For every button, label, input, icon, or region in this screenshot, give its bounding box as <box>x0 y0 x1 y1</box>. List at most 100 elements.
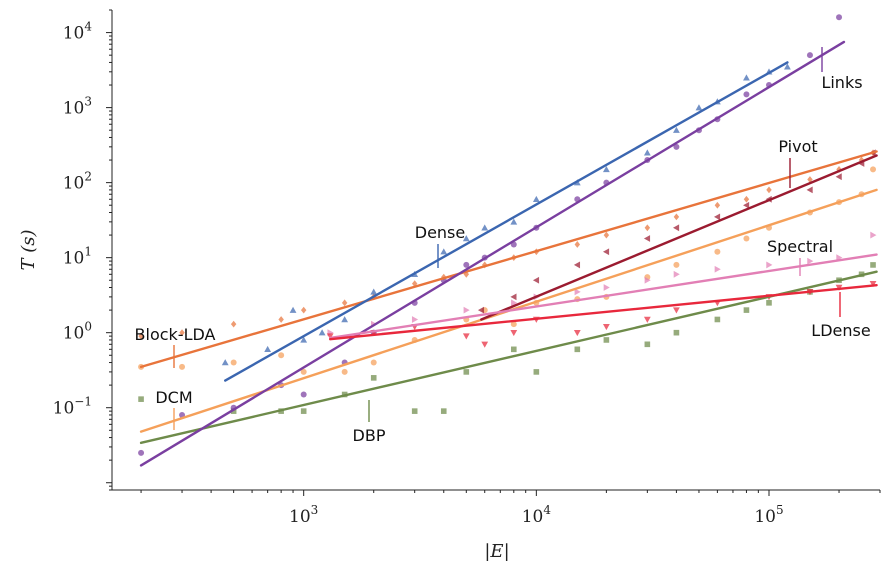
links-point <box>463 261 470 268</box>
x-tick-label: 103 <box>289 503 318 527</box>
dbp-point <box>463 369 470 375</box>
x-tick-base: 10 <box>289 507 311 527</box>
y-tick-base: 10 <box>53 399 75 419</box>
pivot-point <box>573 261 581 269</box>
x-tick-base: 10 <box>754 507 776 527</box>
dcm-point <box>370 359 377 366</box>
block-lda-point <box>278 316 284 323</box>
dbp-fit-line <box>139 270 878 445</box>
pivot-point <box>643 235 651 242</box>
y-tick-base: 10 <box>63 324 85 344</box>
pivot-point <box>713 213 721 221</box>
series-labels: Links Pivot Dense Spectral Block-LDA LDense DC… <box>135 47 871 445</box>
spectral-label: Spectral <box>767 237 833 256</box>
pivot-point <box>806 186 813 194</box>
links-label: Links <box>821 73 862 92</box>
dcm-point <box>714 248 721 255</box>
spectral-fit-line <box>328 253 878 340</box>
x-axis-label: |E| <box>484 541 509 562</box>
block-lda-point <box>673 213 680 221</box>
y-tick-label: 102 <box>63 170 92 194</box>
dcm-point <box>673 261 680 268</box>
dbp-point <box>440 408 447 414</box>
block-lda-point <box>230 320 237 328</box>
pivot-point <box>673 224 680 232</box>
dbp-point <box>644 341 651 348</box>
spectral-point <box>807 257 814 265</box>
y-tick-label: 10−1 <box>53 395 92 419</box>
y-tick-exponent: −1 <box>74 395 92 409</box>
axes <box>111 10 880 491</box>
ldense-point <box>869 280 877 288</box>
block-lda-point <box>179 329 185 337</box>
y-tick-exponent: 4 <box>84 20 92 34</box>
dbp-point <box>230 408 237 414</box>
links-point <box>138 449 145 456</box>
dense-point <box>462 235 470 242</box>
dense-point <box>743 74 750 81</box>
pivot-point <box>602 248 610 256</box>
dbp-point <box>766 300 772 306</box>
ldense-point <box>673 307 680 314</box>
dense-point <box>695 104 703 111</box>
x-tick-exponent: 4 <box>543 503 551 517</box>
dbp-point <box>673 329 680 336</box>
block-lda-point <box>766 186 772 194</box>
dbp-point <box>714 316 721 323</box>
block-lda-label: Block-LDA <box>135 325 216 344</box>
links-fit-line <box>139 40 846 467</box>
spectral-point <box>463 306 470 314</box>
y-tick-base: 10 <box>63 174 85 194</box>
spectral-point <box>766 261 773 269</box>
block-lda-point <box>138 332 144 340</box>
ldense-point <box>643 316 651 323</box>
y-tick-base: 10 <box>63 24 85 44</box>
dbp-point <box>300 408 307 414</box>
y-tick-label: 104 <box>63 20 93 44</box>
y-tick-label: 101 <box>63 245 92 269</box>
block-lda-point <box>714 201 721 209</box>
dense-point <box>643 149 651 156</box>
y-tick-exponent: 2 <box>84 170 92 184</box>
dcm-point <box>510 321 517 328</box>
spectral-point <box>644 276 651 284</box>
dense-point <box>289 306 297 313</box>
block-lda-point <box>463 270 470 278</box>
x-ticks: 103 104 105 <box>140 490 881 527</box>
dense-point <box>300 336 308 343</box>
y-tick-base: 10 <box>63 249 85 269</box>
dbp-point <box>870 262 876 268</box>
block-lda-fit-line <box>139 150 878 369</box>
ldense-point <box>326 333 334 340</box>
dcm-point <box>179 363 186 370</box>
dbp-point <box>574 346 581 353</box>
dense-point <box>602 166 610 173</box>
x-tick-exponent: 5 <box>776 503 784 517</box>
dense-point <box>440 248 448 255</box>
spectral-point <box>714 265 721 273</box>
spectral-point <box>673 270 680 278</box>
pivot-point <box>510 293 517 301</box>
ldense-label: LDense <box>811 321 870 340</box>
y-tick-base: 10 <box>63 99 85 119</box>
dbp-label: DBP <box>353 426 386 445</box>
dbp-point <box>510 346 517 353</box>
spectral-point <box>411 316 419 323</box>
links-point <box>743 91 750 98</box>
data-points <box>138 14 877 456</box>
block-lda-point <box>574 241 581 248</box>
dense-point <box>221 359 229 366</box>
pivot-point <box>743 201 750 209</box>
pivot-point <box>477 306 485 314</box>
dense-point <box>341 316 349 323</box>
links-point <box>673 143 680 150</box>
ldense-point <box>462 333 470 340</box>
pivot-point <box>835 173 842 181</box>
spectral-point <box>603 284 610 291</box>
pivot-label: Pivot <box>778 137 817 156</box>
block-lda-point <box>743 195 750 203</box>
fit-lines <box>139 40 878 467</box>
dense-point <box>510 218 518 225</box>
